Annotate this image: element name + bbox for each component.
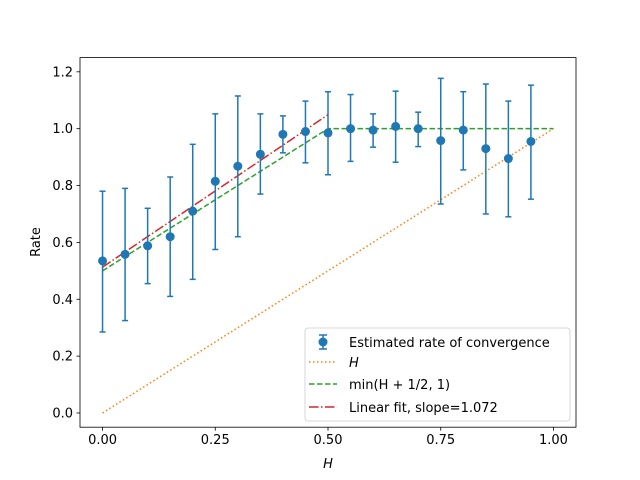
data-point — [323, 128, 333, 138]
data-point — [413, 124, 423, 134]
y-tick-label: 0.6 — [52, 236, 73, 251]
x-tick-label: 0.50 — [314, 433, 343, 448]
data-point — [255, 149, 265, 159]
data-point — [526, 136, 536, 146]
data-point — [278, 129, 288, 139]
x-ticks: 0.00 0.25 0.50 0.75 1.00 — [88, 427, 568, 448]
y-tick-label: 1.0 — [52, 122, 73, 137]
data-point — [481, 144, 491, 154]
y-tick-label: 0.2 — [52, 350, 73, 365]
data-point — [503, 154, 513, 164]
data-point — [458, 125, 468, 135]
data-point — [165, 232, 175, 242]
x-tick-label: 1.00 — [539, 433, 568, 448]
data-point — [98, 256, 108, 266]
data-point — [300, 127, 310, 137]
data-point — [120, 249, 130, 259]
data-point — [210, 176, 220, 186]
data-point — [233, 161, 243, 171]
legend-label-2: min(H + 1/2, 1) — [349, 378, 450, 393]
plot-marks — [98, 77, 554, 414]
y-tick-label: 0.0 — [52, 406, 73, 421]
data-point — [368, 125, 378, 135]
legend-errorbar-marker — [318, 337, 328, 347]
y-ticks: 0.0 0.2 0.4 0.6 0.8 1.0 1.2 — [52, 65, 80, 421]
y-tick-label: 0.4 — [52, 293, 73, 308]
y-axis-label: Rate — [29, 227, 44, 257]
y-tick-label: 0.8 — [52, 179, 73, 194]
data-point — [143, 241, 153, 251]
legend-label-3: Linear fit, slope=1.072 — [349, 401, 498, 416]
x-tick-label: 0.25 — [201, 433, 230, 448]
series-line-1 — [102, 128, 554, 414]
y-tick-label: 1.2 — [52, 65, 73, 80]
data-point — [391, 121, 401, 131]
x-axis-label: H — [323, 457, 333, 472]
data-point — [188, 206, 198, 216]
data-point — [346, 124, 356, 134]
x-tick-label: 0.00 — [88, 433, 117, 448]
data-point — [436, 136, 446, 146]
legend: Estimated rate of convergence H min(H + … — [304, 327, 571, 422]
legend-box — [304, 327, 571, 422]
legend-label-0: Estimated rate of convergence — [349, 336, 550, 351]
x-tick-label: 0.75 — [426, 433, 455, 448]
legend-label-1: H — [349, 356, 359, 371]
